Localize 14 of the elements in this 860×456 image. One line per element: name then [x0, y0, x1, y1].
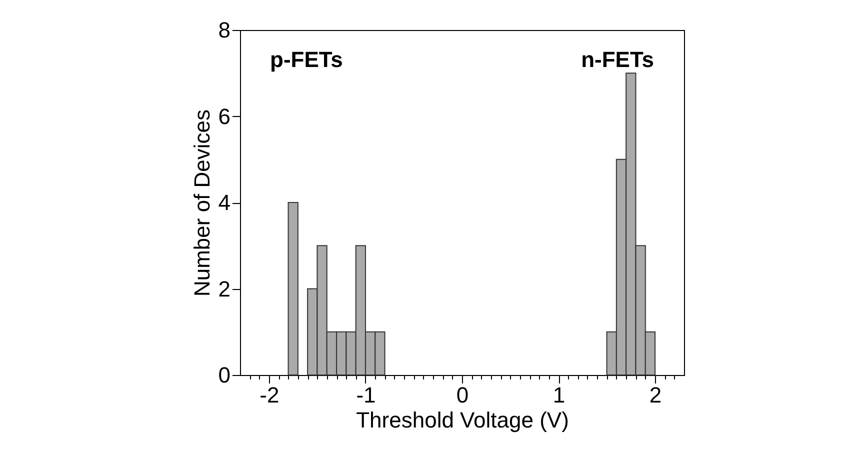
- annotation: n-FETs: [581, 47, 654, 72]
- x-tick-label: 2: [649, 382, 662, 408]
- x-tick-label: -2: [260, 382, 280, 408]
- x-tick-label: 0: [456, 382, 469, 408]
- annotation: p-FETs: [270, 47, 343, 72]
- y-axis-title: Number of Devices: [189, 109, 214, 297]
- x-tick-label: -1: [356, 382, 376, 408]
- y-tick-label: 4: [218, 190, 230, 215]
- x-axis-title: Threshold Voltage (V): [356, 408, 569, 432]
- y-tick-label: 6: [218, 104, 230, 129]
- y-tick-label: 8: [218, 18, 230, 42]
- y-tick-label: 0: [218, 362, 230, 388]
- y-tick-label: 2: [218, 276, 230, 302]
- x-tick-label: 1: [552, 382, 566, 408]
